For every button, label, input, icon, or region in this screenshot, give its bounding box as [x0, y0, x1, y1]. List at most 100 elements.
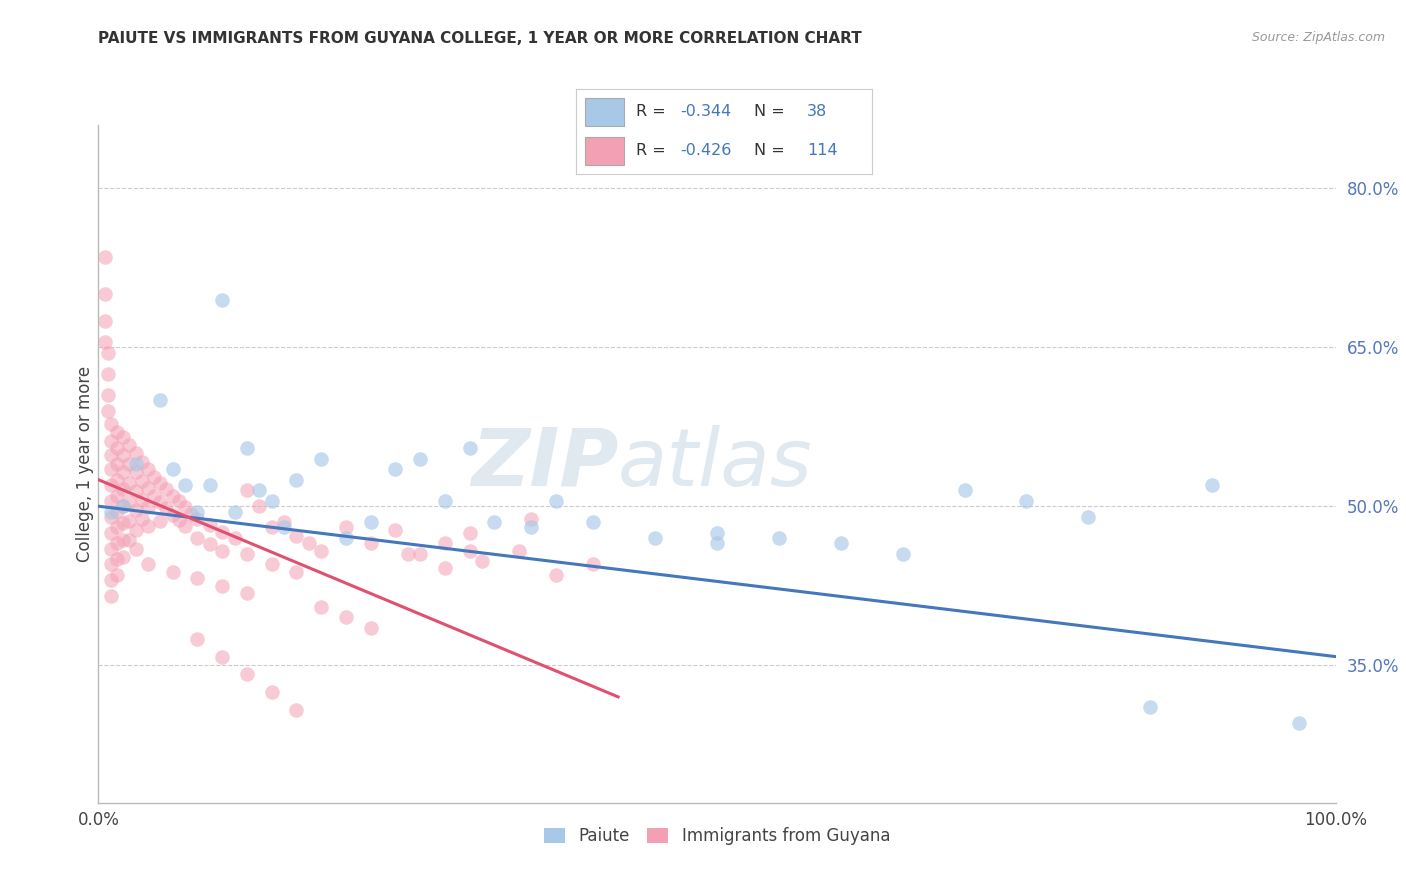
Point [520, 520, 543, 534]
Point [143, 489, 166, 503]
Point [224, 504, 246, 518]
Point [546, 568, 568, 582]
Point [186, 512, 208, 526]
Point [953, 483, 976, 498]
Point [112, 533, 135, 547]
Point [335, 520, 357, 534]
Point [162, 508, 184, 522]
Point [100, 494, 122, 508]
Point [136, 462, 159, 476]
Text: Source: ZipAtlas.com: Source: ZipAtlas.com [1251, 31, 1385, 45]
Point [100, 589, 122, 603]
Point [124, 446, 146, 460]
Point [198, 518, 221, 533]
Point [211, 543, 233, 558]
Point [582, 558, 605, 572]
Point [409, 451, 432, 466]
Point [149, 475, 172, 490]
Point [100, 478, 122, 492]
Point [260, 520, 283, 534]
Point [508, 543, 530, 558]
Point [124, 541, 146, 556]
Point [260, 684, 283, 698]
Point [768, 531, 790, 545]
Text: R =: R = [636, 143, 671, 158]
Point [93, 250, 115, 264]
Point [360, 621, 382, 635]
Point [112, 516, 135, 530]
Legend: Paiute, Immigrants from Guyana: Paiute, Immigrants from Guyana [537, 821, 897, 852]
Point [174, 500, 197, 515]
Point [309, 543, 332, 558]
Point [112, 448, 135, 462]
Point [155, 501, 177, 516]
Point [167, 513, 190, 527]
Point [211, 524, 233, 539]
Point [198, 478, 221, 492]
Point [105, 552, 128, 566]
Point [309, 451, 332, 466]
Point [433, 494, 456, 508]
Point [273, 520, 295, 534]
Point [360, 536, 382, 550]
Point [335, 610, 357, 624]
Point [285, 565, 308, 579]
Point [211, 579, 233, 593]
Point [124, 484, 146, 499]
Point [93, 287, 115, 301]
Point [105, 441, 128, 455]
Point [97, 367, 120, 381]
Point [186, 531, 208, 545]
Point [458, 543, 481, 558]
Point [131, 455, 153, 469]
Point [162, 565, 184, 579]
Text: 38: 38 [807, 104, 827, 120]
FancyBboxPatch shape [585, 136, 624, 165]
Point [236, 441, 259, 455]
Point [360, 515, 382, 529]
Point [1288, 716, 1310, 731]
Point [891, 547, 914, 561]
Point [149, 514, 172, 528]
Point [105, 473, 128, 487]
Point [174, 478, 197, 492]
Point [100, 558, 122, 572]
Point [644, 531, 666, 545]
Point [105, 568, 128, 582]
Point [236, 666, 259, 681]
Point [124, 465, 146, 479]
Point [458, 525, 481, 540]
Point [105, 536, 128, 550]
Point [118, 457, 141, 471]
Point [100, 504, 122, 518]
Point [211, 293, 233, 307]
Point [162, 489, 184, 503]
Text: N =: N = [754, 104, 790, 120]
Point [520, 512, 543, 526]
Point [186, 504, 208, 518]
Point [335, 531, 357, 545]
Text: 114: 114 [807, 143, 838, 158]
Point [409, 547, 432, 561]
Text: atlas: atlas [619, 425, 813, 503]
Point [136, 519, 159, 533]
Point [484, 515, 506, 529]
Point [433, 560, 456, 574]
Point [105, 520, 128, 534]
Point [100, 574, 122, 588]
Point [384, 462, 406, 476]
Point [396, 547, 419, 561]
Point [100, 509, 122, 524]
Point [1201, 478, 1223, 492]
Point [93, 334, 115, 349]
Point [105, 425, 128, 439]
Point [93, 314, 115, 328]
Point [155, 482, 177, 496]
Y-axis label: College, 1 year or more: College, 1 year or more [76, 366, 94, 562]
Point [471, 554, 494, 568]
Point [309, 599, 332, 614]
Point [1139, 700, 1161, 714]
Text: -0.426: -0.426 [681, 143, 731, 158]
Point [112, 482, 135, 496]
Point [97, 404, 120, 418]
